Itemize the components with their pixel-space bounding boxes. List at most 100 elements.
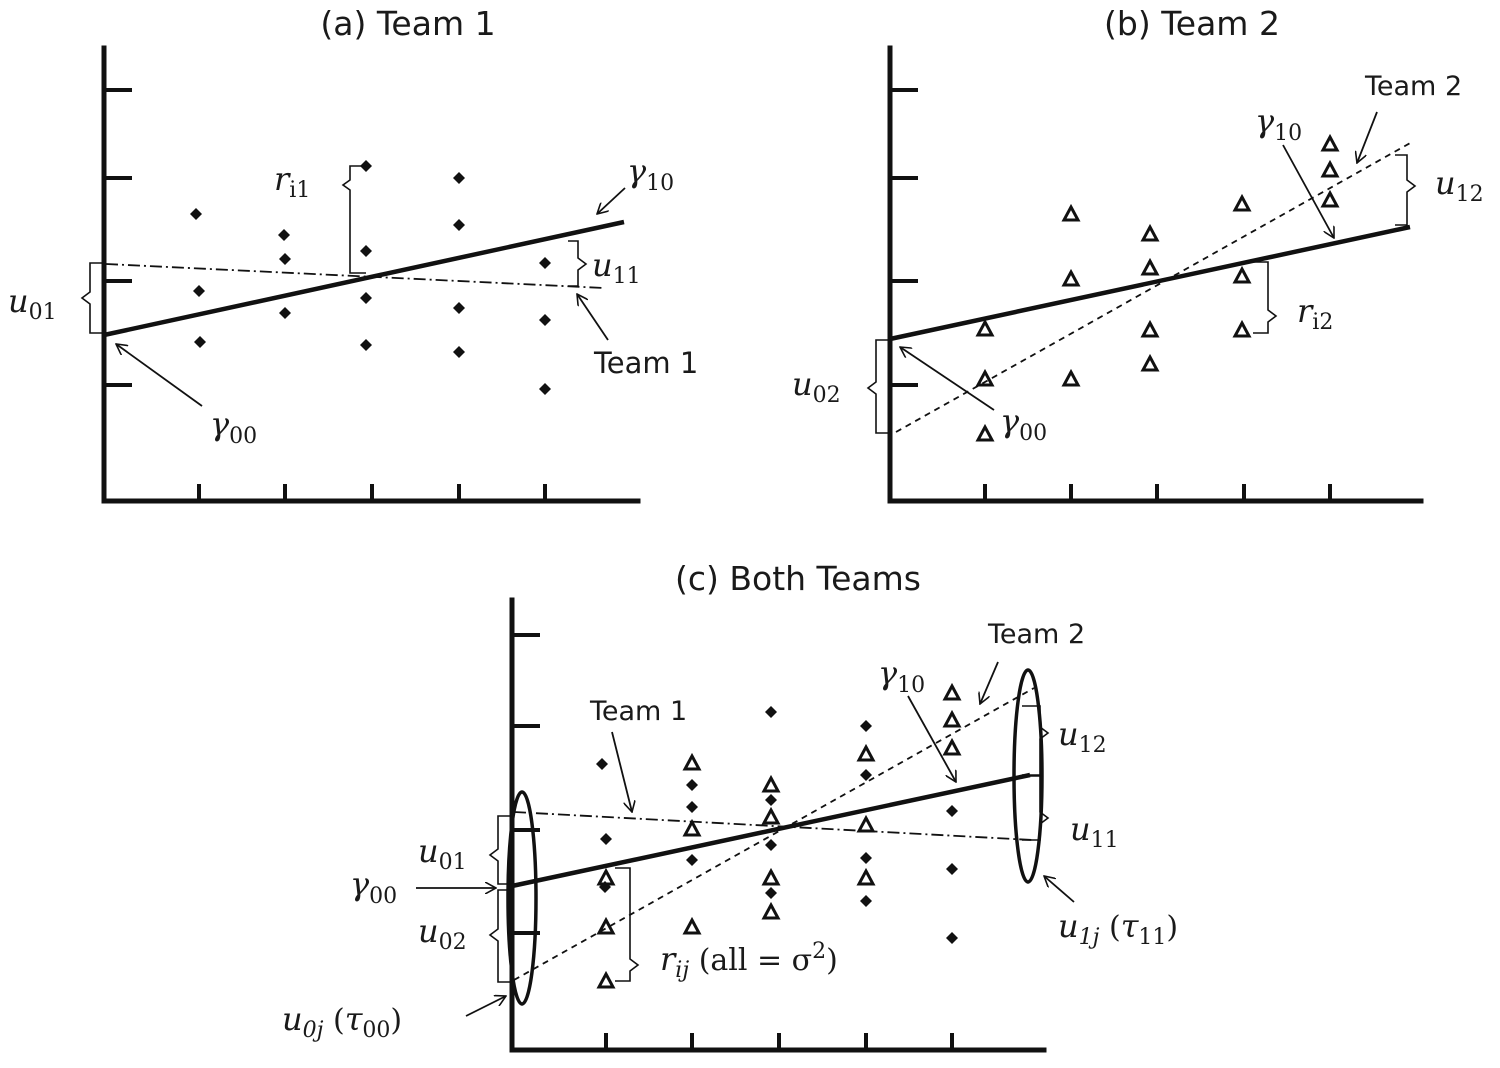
team2-point	[856, 814, 876, 833]
panel-a-team1-points	[190, 160, 551, 395]
panel-b-r-i2-brace	[1253, 261, 1278, 334]
panel-a-gamma10-label: γ10	[627, 152, 674, 196]
panel-a-gamma00-label: γ00	[210, 405, 257, 449]
team2-point	[682, 818, 702, 837]
panel-c-gamma00-label: γ00	[350, 865, 397, 909]
panel-b-r-i2-label: ri2	[1297, 292, 1333, 335]
team2-point	[1232, 193, 1252, 212]
team2-point	[1320, 159, 1340, 178]
team2-point	[596, 916, 616, 935]
team2-point	[942, 682, 962, 701]
panel-c-u11-label: u11	[1070, 810, 1119, 853]
team2-point	[1320, 189, 1340, 208]
team1-point	[360, 292, 372, 304]
team1-point	[600, 833, 612, 845]
team1-point	[946, 805, 958, 817]
team1-point	[194, 336, 206, 348]
team1-point	[193, 285, 205, 297]
team2-point	[1061, 368, 1081, 387]
team1-point	[946, 932, 958, 944]
panel-c-gamma10-arrow	[907, 695, 956, 782]
team2-point	[682, 752, 702, 771]
panel-b-gamma10-arrow	[1282, 144, 1334, 238]
team1-point	[946, 863, 958, 875]
team2-point	[856, 867, 876, 886]
team2-point	[975, 318, 995, 337]
team2-point	[761, 806, 781, 825]
team2-point	[682, 916, 702, 935]
panel-b-team2-label: Team 2	[1364, 71, 1462, 102]
team2-point	[761, 774, 781, 793]
panel-c-u1j-ellipse	[1012, 668, 1044, 884]
panel-b-team2-points	[975, 133, 1340, 442]
panel-c-team2-label: Team 2	[987, 619, 1085, 650]
team2-point	[942, 737, 962, 756]
team1-point	[596, 758, 608, 770]
panel-a-gamma10-arrow	[597, 187, 626, 214]
panel-c-u01-label: u01	[418, 832, 467, 875]
team1-point	[453, 172, 465, 184]
panel-a-u11-label: u11	[592, 246, 641, 289]
panel-a-gamma00-arrow	[116, 344, 203, 407]
team2-point	[761, 901, 781, 920]
panel-a-x-ticks	[197, 484, 547, 501]
panel-c-u02-label: u02	[418, 912, 467, 955]
team1-point	[279, 307, 291, 319]
team2-point	[1061, 268, 1081, 287]
panel-a-average-line	[103, 219, 625, 338]
panel-b-team2-arrow	[1357, 111, 1378, 163]
team1-point	[453, 302, 465, 314]
panel-c-u12-brace	[1022, 705, 1050, 776]
team1-point	[360, 339, 372, 351]
team1-point	[686, 779, 698, 791]
panel-a-title: (a) Team 1	[320, 4, 495, 43]
team1-point	[860, 769, 872, 781]
panel-a-axes	[101, 45, 641, 504]
panel-b-u12-label: u12	[1435, 164, 1484, 207]
team2-point	[975, 423, 995, 442]
panel-b-x-ticks	[983, 484, 1332, 501]
panel-c-u0j-ellipse	[506, 790, 538, 1006]
team1-point	[279, 253, 291, 265]
team2-point	[1140, 223, 1160, 242]
team1-point	[539, 257, 551, 269]
panel-b-average-line	[889, 224, 1411, 342]
panel-c: (c) Both Teams Team 1 Team 2 γ10	[282, 559, 1178, 1053]
panel-a-r-i1-label: ri1	[274, 160, 310, 203]
team1-point	[453, 219, 465, 231]
panel-a-u01-label: u01	[8, 282, 57, 325]
panel-c-team2-arrow	[980, 661, 999, 704]
panel-b-gamma10-label: γ10	[1255, 102, 1302, 146]
team2-point	[596, 970, 616, 989]
team1-point	[765, 839, 777, 851]
team1-point	[860, 895, 872, 907]
panel-b-team2-line	[895, 141, 1413, 433]
panel-b-gamma00-label: γ00	[1000, 402, 1047, 446]
panel-a-u01-brace	[80, 262, 104, 334]
team1-point	[539, 383, 551, 395]
team1-point	[860, 852, 872, 864]
panel-c-axes	[509, 597, 1047, 1053]
panel-a-team1-label: Team 1	[593, 346, 698, 380]
team2-point	[975, 368, 995, 387]
panel-a-y-ticks	[104, 88, 132, 387]
panel-c-u01-brace	[488, 815, 512, 885]
team2-point	[942, 709, 962, 728]
panel-c-average-line	[511, 772, 1031, 889]
panel-b-gamma00-arrow	[900, 347, 995, 411]
team1-point	[686, 854, 698, 866]
panel-c-u1j-arrow	[1044, 876, 1075, 903]
team2-point	[596, 867, 616, 886]
panel-c-u0j-arrow	[465, 996, 506, 1017]
panel-a-team1-line	[105, 263, 605, 289]
team1-point	[765, 706, 777, 718]
panel-a-r-i1-brace	[341, 165, 366, 274]
team2-point	[1140, 353, 1160, 372]
panel-b-u02-brace	[866, 339, 890, 434]
panel-c-rij-label: rij (all = σ2)	[660, 939, 838, 983]
team2-point	[761, 867, 781, 886]
panel-c-x-ticks	[604, 1033, 954, 1050]
team1-point	[765, 887, 777, 899]
panel-b: (b) Team 2 Team 2 γ10 u12 ri2	[792, 4, 1484, 504]
